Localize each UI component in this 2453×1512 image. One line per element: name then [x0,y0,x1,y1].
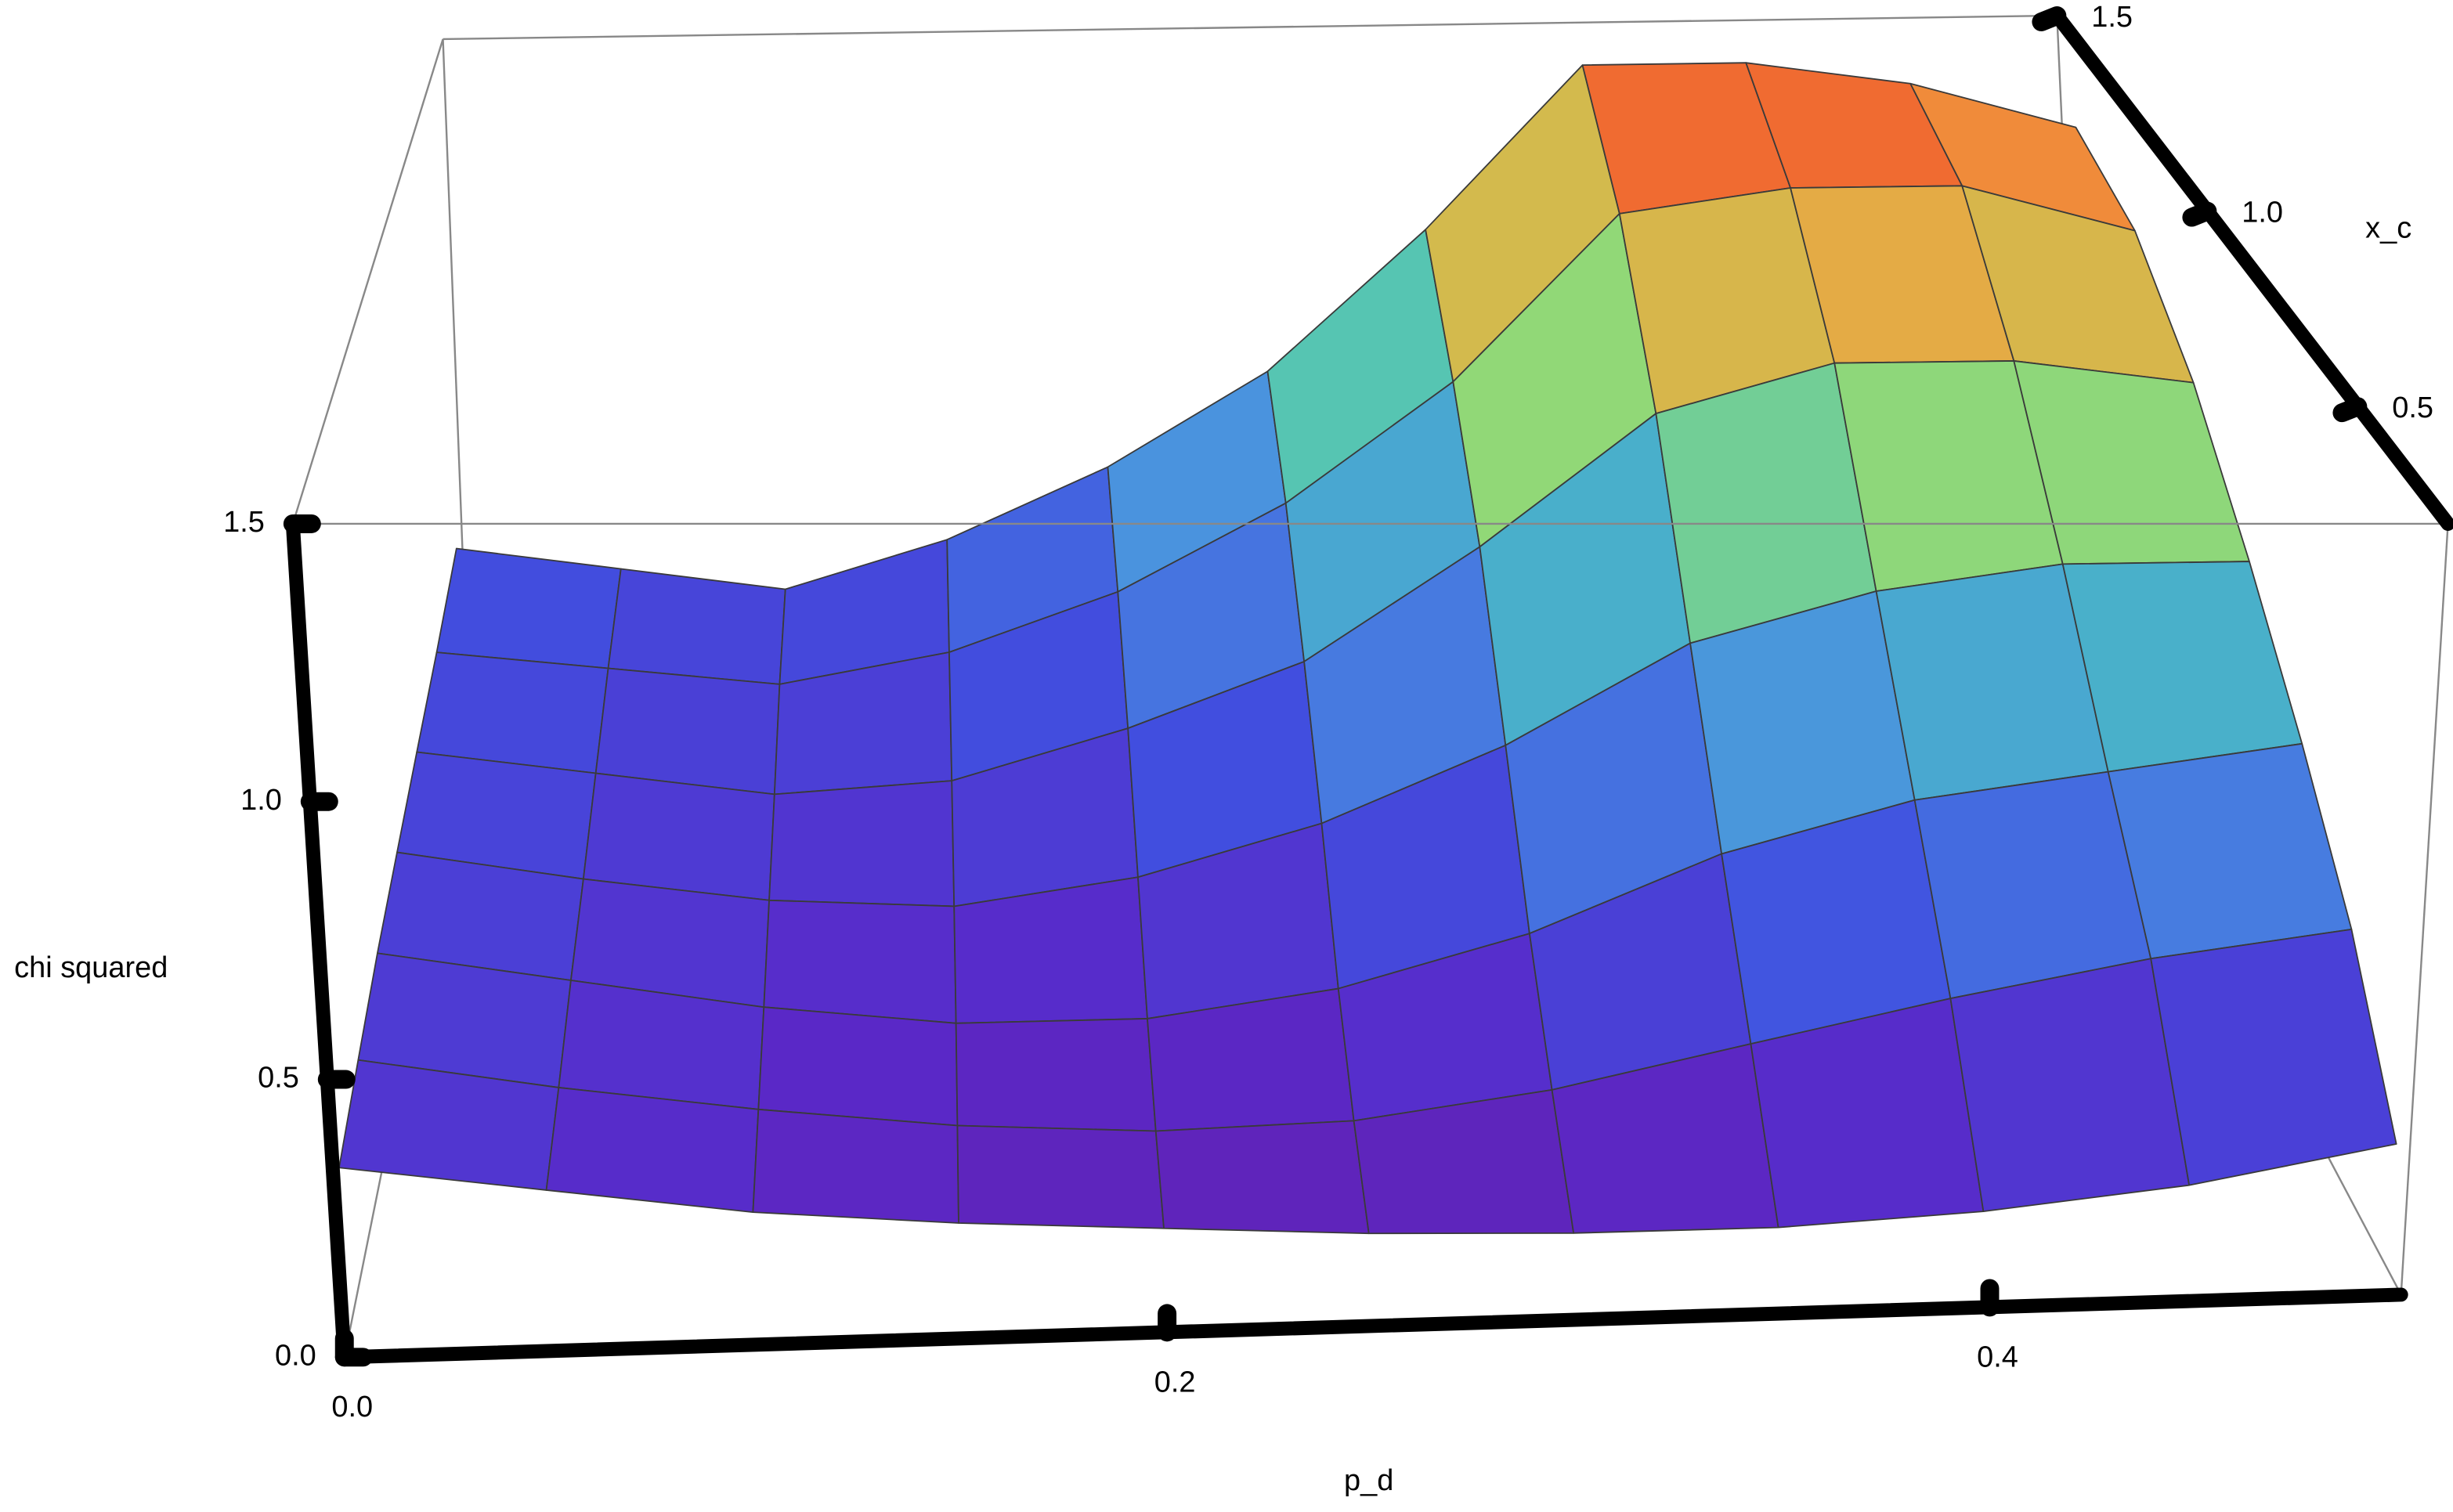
tick-mark [2332,397,2368,423]
surface-cell [757,1006,959,1127]
y-axis-label: x_c [2365,212,2411,245]
z-tick-label: 0.0 [275,1339,316,1372]
surface-cell [545,1087,760,1214]
z-axis-label: chi squared [14,951,168,984]
surface-cell [2150,929,2397,1186]
y-tick-label: 0.5 [2392,392,2433,424]
surface-cell [582,772,775,901]
surface-cell [435,547,622,669]
z-axis [285,516,352,1365]
box-edge [291,38,444,525]
x-tick-label: 0.4 [1977,1341,2018,1373]
surface-cell [763,899,957,1024]
box-edge [443,14,2057,41]
surface-cell [768,780,956,908]
x-axis [337,1287,2408,1365]
z-tick-label: 1.0 [240,784,282,817]
z-tick-label: 1.5 [223,506,265,539]
surface-cell [956,1124,1165,1229]
surface-cell [594,667,781,796]
y-axis [2050,8,2453,531]
surface-cell [607,568,786,685]
surface-cell [752,1108,959,1224]
tick-mark [2032,5,2067,31]
x-tick-label: 0.0 [331,1391,373,1424]
surface-cell [1949,958,2191,1213]
box-edge [2400,523,2449,1295]
surface-cell [1154,1120,1370,1235]
surface-cell [2107,742,2353,960]
y-tick-label: 1.5 [2091,1,2133,34]
x-axis-label: p_d [1344,1464,1393,1497]
z-tick-label: 0.5 [258,1062,299,1095]
surface-cell [955,1018,1157,1132]
x-tick-label: 0.2 [1154,1366,1196,1398]
tick-mark [2182,201,2217,227]
y-tick-label: 1.0 [2242,197,2283,229]
